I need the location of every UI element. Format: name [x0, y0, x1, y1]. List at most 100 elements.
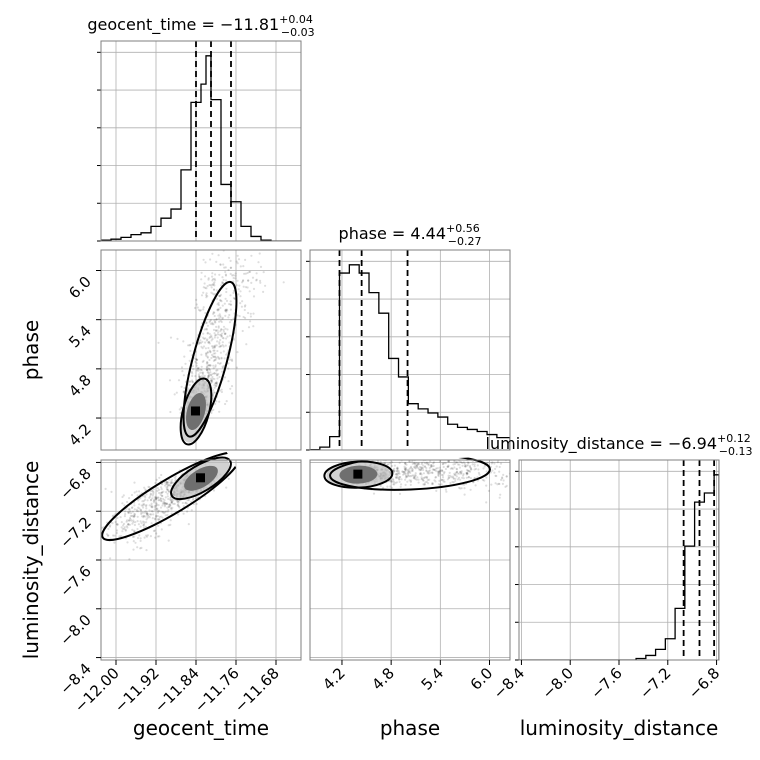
- sample-point: [221, 336, 224, 339]
- sample-point: [418, 469, 421, 472]
- sample-point: [408, 470, 411, 473]
- sample-point: [397, 476, 400, 480]
- sample-point: [232, 289, 235, 292]
- sample-point: [231, 392, 234, 395]
- hist-panel-phase: phase = 4.44+0.56 −0.27: [306, 222, 511, 451]
- sample-point: [430, 463, 433, 467]
- sample-point: [213, 377, 216, 381]
- sample-point: [210, 353, 214, 357]
- sample-point: [425, 466, 428, 470]
- sample-point: [177, 501, 180, 504]
- sample-point: [145, 507, 148, 510]
- sample-point: [401, 470, 404, 473]
- sample-point: [394, 473, 397, 476]
- sample-point: [211, 372, 214, 375]
- sample-point: [200, 345, 203, 348]
- sample-point: [216, 309, 219, 312]
- sample-point: [426, 471, 429, 474]
- sample-point: [398, 477, 401, 480]
- sample-point: [116, 529, 119, 532]
- sample-point: [227, 380, 230, 383]
- sample-point: [431, 481, 434, 485]
- sample-point: [214, 382, 217, 385]
- sample-point: [431, 465, 434, 468]
- sample-point: [208, 342, 211, 345]
- sample-point: [206, 295, 209, 298]
- sample-point: [186, 502, 189, 505]
- sample-point: [383, 462, 386, 465]
- sample-point: [218, 273, 221, 276]
- sample-point: [133, 515, 136, 518]
- sample-point: [408, 467, 411, 471]
- sample-point: [150, 502, 153, 505]
- sample-point: [143, 511, 146, 514]
- sample-point: [160, 491, 164, 494]
- sample-point: [247, 279, 250, 282]
- sample-point: [147, 513, 150, 516]
- sample-point: [213, 355, 217, 358]
- sample-point: [410, 469, 413, 472]
- sample-point: [174, 475, 177, 478]
- sample-point: [165, 502, 169, 506]
- sample-point: [208, 364, 211, 367]
- sample-point: [441, 463, 445, 466]
- sample-point: [438, 479, 441, 482]
- sample-point: [229, 294, 232, 297]
- sample-point: [139, 539, 142, 543]
- sample-point: [406, 472, 409, 475]
- sample-point: [205, 365, 208, 368]
- sample-point: [167, 539, 170, 542]
- sample-point: [252, 287, 256, 290]
- sample-point: [236, 262, 239, 265]
- sample-point: [227, 268, 230, 272]
- sample-point: [470, 468, 473, 471]
- sample-point: [159, 497, 162, 501]
- sample-point: [282, 281, 285, 284]
- sample-point: [229, 266, 232, 269]
- sample-point: [400, 483, 403, 486]
- sample-point: [402, 473, 405, 476]
- y-axis-phase: 4.2 4.8 5.4 6.0 phase: [19, 269, 101, 450]
- sample-point: [165, 480, 168, 483]
- sample-point: [192, 497, 195, 500]
- sample-point: [167, 481, 170, 484]
- sample-point: [132, 519, 135, 522]
- sample-point: [195, 362, 198, 365]
- sample-point: [232, 274, 235, 277]
- sample-point: [434, 480, 437, 483]
- sample-point: [224, 297, 227, 300]
- sample-point: [455, 475, 458, 478]
- sample-point: [126, 511, 130, 514]
- sample-point: [204, 275, 207, 278]
- sample-point: [250, 254, 253, 257]
- sample-point: [114, 520, 117, 524]
- sample-point: [215, 344, 218, 347]
- sample-point: [390, 461, 394, 464]
- sample-point: [390, 480, 393, 483]
- sample-point: [204, 341, 207, 344]
- sample-point: [133, 523, 136, 527]
- sample-point: [170, 501, 173, 504]
- sample-point: [414, 474, 417, 477]
- sample-point: [159, 491, 162, 495]
- sample-point: [169, 519, 172, 522]
- sample-point: [381, 486, 385, 489]
- sample-point: [211, 321, 214, 324]
- sample-point: [216, 361, 220, 365]
- sample-point: [450, 476, 453, 479]
- sample-point: [120, 521, 123, 524]
- sample-point: [217, 325, 220, 328]
- sample-point: [424, 476, 427, 479]
- sample-point: [438, 472, 441, 475]
- sample-point: [168, 505, 171, 508]
- sample-point: [211, 272, 214, 275]
- sample-point: [199, 339, 202, 342]
- sample-point: [465, 469, 469, 472]
- sample-point: [142, 502, 145, 505]
- sample-point: [494, 482, 497, 485]
- sample-point: [198, 375, 201, 378]
- sample-point: [522, 490, 524, 492]
- sample-point: [197, 373, 200, 376]
- sample-point: [221, 365, 224, 368]
